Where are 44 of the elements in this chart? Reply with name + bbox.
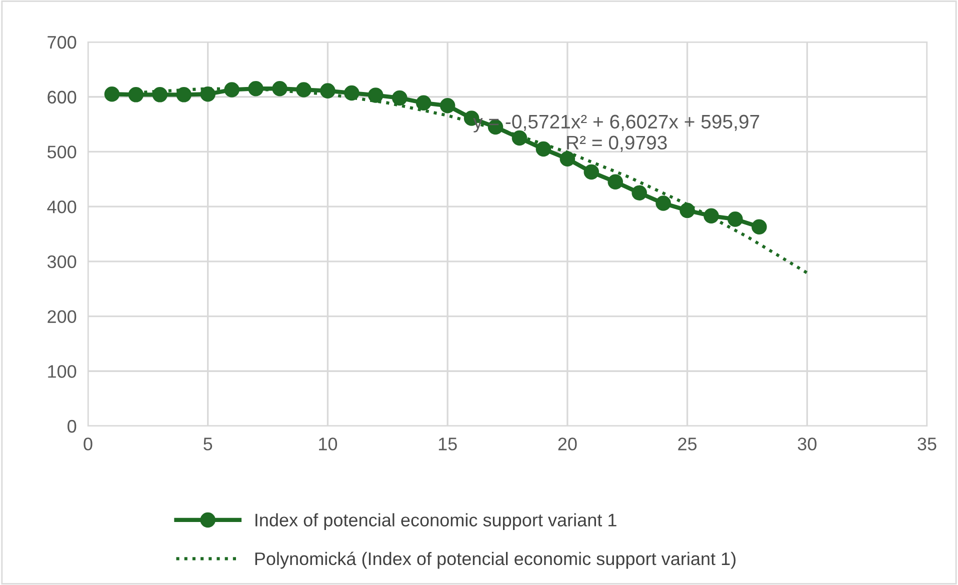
point xyxy=(560,151,576,166)
point xyxy=(152,87,168,102)
point xyxy=(104,86,120,102)
point xyxy=(320,83,336,98)
point xyxy=(248,80,264,96)
x-tick-label: 0 xyxy=(84,438,92,450)
point xyxy=(392,90,408,106)
point xyxy=(296,82,312,98)
x-tick-label: 15 xyxy=(438,438,457,450)
point xyxy=(512,130,528,146)
y-tick-label: 200 xyxy=(48,310,76,324)
x-tick-label: 35 xyxy=(918,438,936,450)
y-tick-label: 100 xyxy=(48,365,76,378)
point xyxy=(272,80,288,96)
point xyxy=(536,141,552,157)
legend-label: Polynomická (Index of potencial economic support variant 1) xyxy=(255,552,736,569)
point xyxy=(128,87,144,102)
point xyxy=(632,185,647,200)
x-tick-label: 10 xyxy=(319,438,338,450)
point xyxy=(416,95,432,111)
point xyxy=(440,98,456,114)
point xyxy=(752,219,767,235)
point xyxy=(200,86,216,102)
y-tick-label: 700 xyxy=(48,36,76,49)
point xyxy=(368,88,384,103)
point xyxy=(224,82,240,98)
x-tick-label: 30 xyxy=(798,438,816,450)
x-tick-label: 25 xyxy=(678,438,697,450)
point xyxy=(656,196,671,211)
point xyxy=(344,85,360,101)
y-tick-label: 600 xyxy=(48,90,76,104)
x-tick-label: 20 xyxy=(558,438,577,450)
point xyxy=(608,174,624,190)
point xyxy=(176,87,192,102)
point xyxy=(728,212,743,227)
y-tick-label: 300 xyxy=(47,255,76,268)
point xyxy=(680,202,695,218)
point xyxy=(584,164,600,180)
y-tick-label: 0 xyxy=(68,420,76,433)
x-tick-label: 5 xyxy=(204,438,212,450)
y-tick-label: 500 xyxy=(47,146,76,158)
legend-label: Index of potencial economic support variant 1 xyxy=(256,513,616,530)
y-tick-label: 400 xyxy=(47,200,76,214)
point xyxy=(704,208,719,224)
